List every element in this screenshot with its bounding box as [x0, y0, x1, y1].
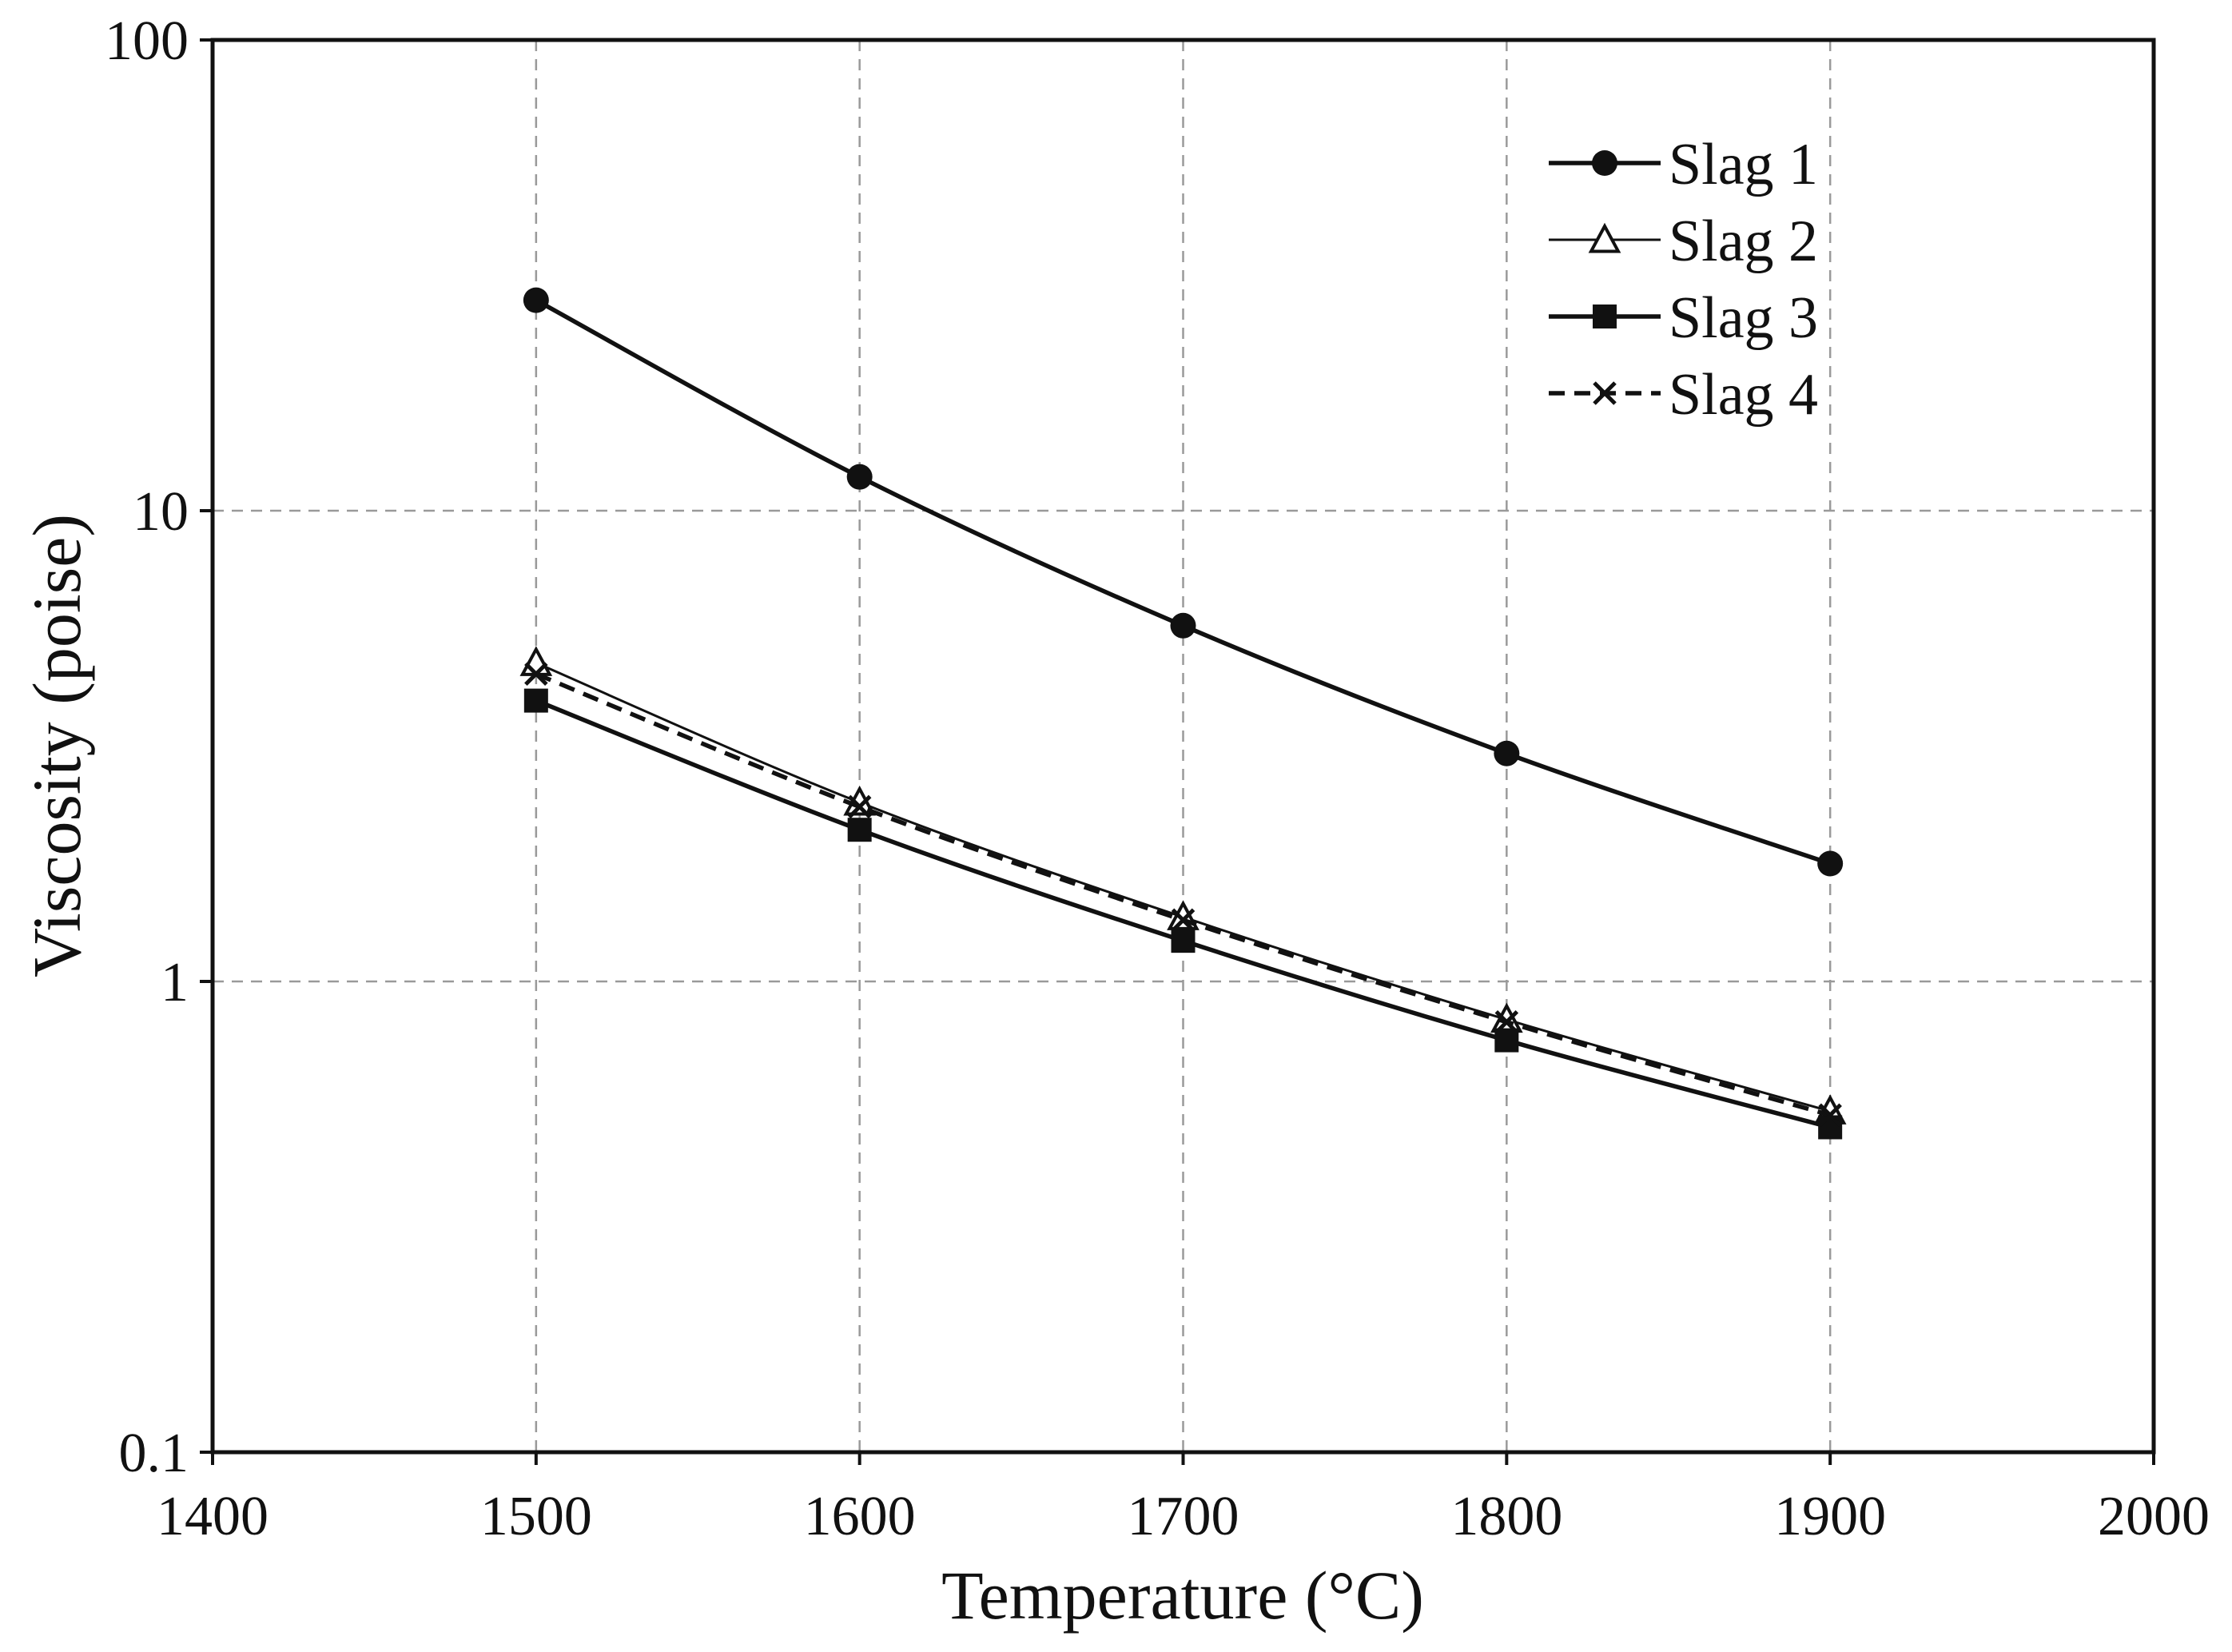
legend-item-slag-4: Slag 4 [1549, 362, 1818, 428]
legend-item-slag-1: Slag 1 [1549, 132, 1818, 197]
series-slag-4 [524, 662, 1842, 1128]
series-slag-3 [523, 688, 1843, 1140]
data-point [1494, 1009, 1519, 1034]
legend-marker [1588, 222, 1621, 253]
x-tick-label: 1700 [1128, 1486, 1239, 1547]
legend-marker [1592, 150, 1617, 176]
x-tick-label: 1500 [480, 1486, 592, 1547]
data-point [846, 464, 873, 490]
data-point [1171, 908, 1196, 932]
axis-ticks: 1400 1500 1600 1700 1800 1900 2000 0.1 1 10 100 [105, 10, 2210, 1547]
x-tick-label: 1900 [1774, 1486, 1886, 1547]
data-point [1494, 740, 1520, 766]
x-axis-label: Temperature (°C) [941, 1557, 1424, 1634]
series-slag-1 [523, 287, 1844, 877]
data-point [847, 794, 872, 819]
legend-item-slag-3: Slag 3 [1549, 285, 1818, 351]
legend-label: Slag 1 [1669, 132, 1818, 197]
legend-marker [1593, 381, 1617, 405]
data-point [1817, 850, 1844, 877]
series-layer [519, 287, 1847, 1140]
x-tick-label: 2000 [2098, 1486, 2210, 1547]
y-tick-label: 10 [133, 481, 189, 543]
data-point [1818, 1103, 1842, 1128]
data-point [847, 818, 872, 842]
data-point [523, 688, 548, 713]
y-tick-label: 0.1 [119, 1423, 189, 1484]
legend-label: Slag 3 [1669, 285, 1818, 351]
data-point [524, 662, 548, 687]
legend-marker [1593, 305, 1617, 328]
legend-label: Slag 4 [1669, 362, 1818, 428]
y-axis-label: Viscosity (poise) [18, 514, 95, 977]
grid [213, 40, 2154, 1452]
data-point [1170, 612, 1196, 639]
x-tick-label: 1800 [1450, 1486, 1562, 1547]
legend: Slag 1 Slag 2 Slag 3 Slag 4 [1549, 132, 1818, 428]
legend-label: Slag 2 [1669, 209, 1818, 274]
legend-item-slag-2: Slag 2 [1549, 209, 1818, 274]
x-tick-label: 1400 [157, 1486, 269, 1547]
x-tick-label: 1600 [804, 1486, 916, 1547]
y-tick-label: 1 [161, 952, 189, 1013]
y-tick-label: 100 [105, 10, 189, 72]
data-point [1171, 929, 1196, 953]
data-point [523, 287, 549, 313]
data-point [1818, 1115, 1843, 1140]
